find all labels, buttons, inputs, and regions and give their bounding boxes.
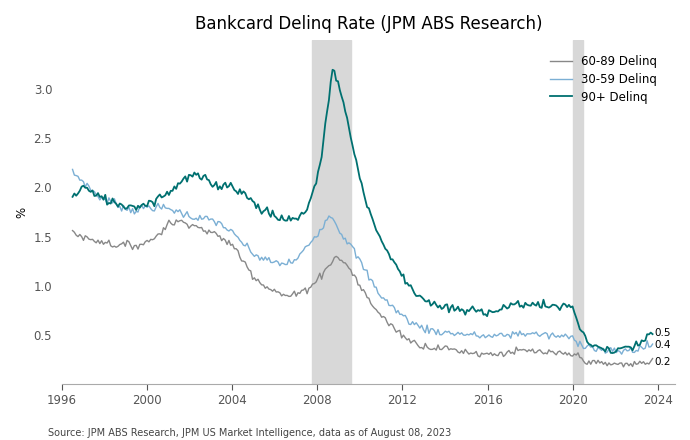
90+ Delinq <box>649 331 657 337</box>
90+ Delinq <box>152 196 160 202</box>
30-59 Delinq <box>68 167 77 172</box>
30-59 Delinq <box>578 342 586 348</box>
90+ Delinq <box>68 194 77 199</box>
Text: 0.4: 0.4 <box>655 340 671 350</box>
Text: Source: JPM ABS Research, JPM US Market Intelligence, data as of August 08, 2023: Source: JPM ABS Research, JPM US Market … <box>48 429 451 439</box>
30-59 Delinq <box>545 336 553 341</box>
30-59 Delinq <box>152 204 160 209</box>
Legend: 60-89 Delinq, 30-59 Delinq, 90+ Delinq: 60-89 Delinq, 30-59 Delinq, 90+ Delinq <box>544 49 663 110</box>
60-89 Delinq <box>649 356 657 361</box>
Bar <box>312 40 351 384</box>
90+ Delinq <box>486 308 495 314</box>
60-89 Delinq <box>371 305 379 311</box>
Line: 90+ Delinq: 90+ Delinq <box>72 70 653 353</box>
90+ Delinq <box>480 312 488 317</box>
60-89 Delinq <box>546 349 555 355</box>
30-59 Delinq <box>649 341 657 347</box>
90+ Delinq <box>328 67 337 73</box>
Text: 0.5: 0.5 <box>655 328 671 338</box>
60-89 Delinq <box>68 228 77 233</box>
Line: 30-59 Delinq: 30-59 Delinq <box>72 169 653 354</box>
Y-axis label: %: % <box>15 206 28 218</box>
Bar <box>573 40 583 384</box>
Text: 0.2: 0.2 <box>655 357 671 367</box>
60-89 Delinq <box>580 359 588 364</box>
60-89 Delinq <box>620 364 628 370</box>
30-59 Delinq <box>618 352 626 357</box>
30-59 Delinq <box>477 334 486 339</box>
90+ Delinq <box>371 222 379 227</box>
90+ Delinq <box>609 350 617 356</box>
90+ Delinq <box>546 304 555 309</box>
Title: Bankcard Delinq Rate (JPM ABS Research): Bankcard Delinq Rate (JPM ABS Research) <box>195 15 542 33</box>
30-59 Delinq <box>485 332 493 337</box>
Line: 60-89 Delinq: 60-89 Delinq <box>72 220 653 367</box>
60-89 Delinq <box>152 234 160 239</box>
30-59 Delinq <box>368 278 377 283</box>
60-89 Delinq <box>480 352 488 357</box>
90+ Delinq <box>580 330 588 335</box>
60-89 Delinq <box>172 217 180 223</box>
60-89 Delinq <box>486 350 495 355</box>
